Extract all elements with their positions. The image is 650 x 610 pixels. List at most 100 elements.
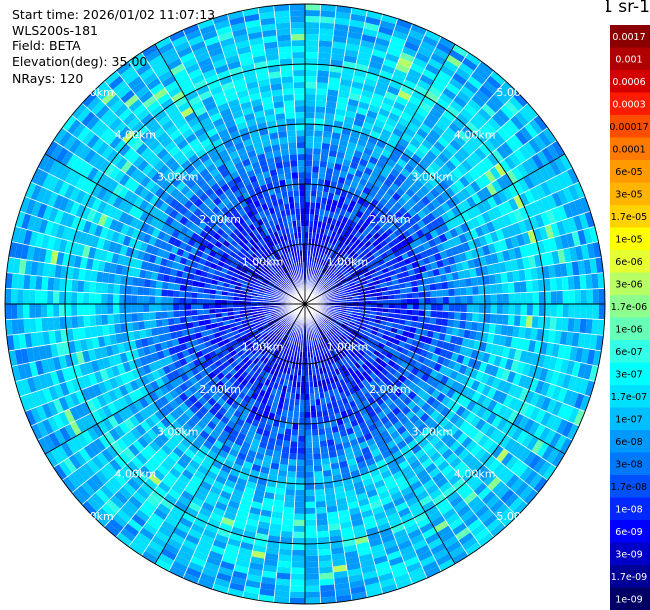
range-gate-cell	[317, 178, 325, 186]
range-gate-cell	[349, 259, 357, 267]
range-gate-cell	[428, 176, 439, 188]
range-gate-cell	[551, 140, 565, 157]
range-gate-cell	[101, 282, 109, 294]
range-gate-cell	[376, 31, 393, 42]
range-gate-cell	[516, 337, 525, 351]
range-gate-cell	[447, 280, 455, 289]
range-gate-cell	[548, 356, 558, 371]
range-gate-cell	[291, 423, 299, 430]
range-gate-cell	[305, 501, 316, 508]
range-gate-cell	[430, 310, 437, 318]
range-gate-cell	[524, 390, 535, 405]
range-gate-cell	[319, 209, 325, 216]
range-gate-cell	[518, 269, 526, 282]
range-gate-cell	[342, 184, 351, 192]
range-gate-cell	[95, 282, 103, 294]
range-gate-cell	[326, 242, 332, 250]
range-gate-cell	[470, 276, 478, 287]
range-gate-cell	[305, 94, 316, 101]
range-gate-cell	[381, 64, 396, 75]
range-gate-cell	[331, 286, 338, 291]
range-gate-cell	[345, 43, 360, 52]
range-gate-cell	[339, 291, 346, 295]
range-gate-cell	[203, 298, 210, 304]
range-gate-cell	[353, 246, 361, 254]
range-gate-cell	[364, 78, 378, 88]
range-gate-cell	[313, 142, 322, 149]
range-gate-cell	[107, 314, 115, 325]
range-gate-cell	[496, 127, 511, 142]
range-gate-cell	[334, 114, 345, 123]
range-gate-cell	[161, 304, 168, 312]
range-gate-cell	[318, 271, 323, 278]
range-gate-cell	[149, 279, 157, 289]
range-gate-cell	[569, 346, 578, 362]
range-gate-cell	[95, 304, 102, 315]
range-gate-cell	[412, 203, 422, 214]
range-gate-cell	[334, 294, 341, 298]
range-gate-cell	[425, 112, 439, 125]
range-gate-cell	[466, 286, 473, 296]
range-gate-cell	[427, 58, 443, 71]
range-gate-cell	[305, 597, 321, 604]
range-gate-cell	[305, 507, 316, 514]
range-gate-cell	[494, 324, 502, 335]
range-gate-cell	[313, 130, 324, 137]
range-gate-cell	[430, 219, 441, 229]
range-gate-cell	[366, 10, 383, 20]
range-gate-cell	[337, 263, 344, 271]
range-gate-cell	[586, 349, 596, 366]
range-gate-cell	[347, 257, 354, 264]
range-gate-cell	[390, 106, 404, 117]
range-gate-cell	[402, 270, 410, 278]
range-gate-cell	[437, 136, 450, 148]
range-gate-cell	[539, 367, 549, 382]
range-gate-cell	[513, 208, 524, 223]
range-gate-cell	[5, 304, 12, 320]
range-gate-cell	[493, 241, 502, 253]
range-gate-cell	[321, 136, 332, 144]
range-gate-cell	[305, 106, 316, 113]
range-gate-cell	[402, 330, 410, 338]
range-gate-cell	[298, 429, 305, 436]
range-gate-cell	[77, 315, 85, 328]
range-gate-cell	[442, 311, 449, 320]
range-gate-cell	[342, 282, 349, 287]
range-gate-cell	[344, 289, 352, 294]
range-gate-cell	[352, 75, 366, 84]
range-gate-cell	[149, 304, 156, 313]
range-gate-cell	[529, 201, 541, 216]
range-gate-cell	[510, 259, 519, 272]
range-gate-cell	[562, 304, 569, 318]
range-gate-cell	[305, 561, 319, 568]
range-gate-cell	[436, 259, 445, 269]
range-gate-cell	[544, 369, 555, 384]
range-gate-cell	[571, 332, 580, 348]
range-gate-cell	[553, 263, 562, 278]
range-gate-cell	[584, 211, 595, 228]
range-gate-cell	[436, 355, 445, 365]
range-gate-cell	[357, 271, 364, 277]
range-gate-cell	[342, 252, 350, 260]
range-gate-cell	[137, 312, 144, 322]
range-gate-cell	[495, 228, 505, 241]
range-gate-cell	[289, 597, 305, 604]
range-gate-cell	[388, 308, 395, 314]
range-gate-cell	[411, 90, 425, 102]
range-gate-cell	[465, 277, 473, 288]
range-gate-cell	[332, 35, 348, 44]
range-gate-cell	[343, 245, 351, 253]
range-gate-cell	[477, 160, 490, 174]
range-gate-cell	[400, 84, 414, 96]
range-gate-cell	[551, 385, 562, 401]
range-gate-cell	[326, 270, 332, 276]
range-gate-cell	[365, 251, 373, 259]
range-gate-cell	[313, 465, 323, 472]
range-gate-cell	[579, 274, 587, 290]
range-gate-cell	[557, 189, 569, 206]
range-gate-cell	[305, 579, 320, 586]
range-gate-cell	[412, 309, 419, 316]
range-gate-cell	[488, 274, 496, 285]
range-gate-cell	[279, 458, 289, 466]
range-gate-cell	[354, 279, 361, 285]
